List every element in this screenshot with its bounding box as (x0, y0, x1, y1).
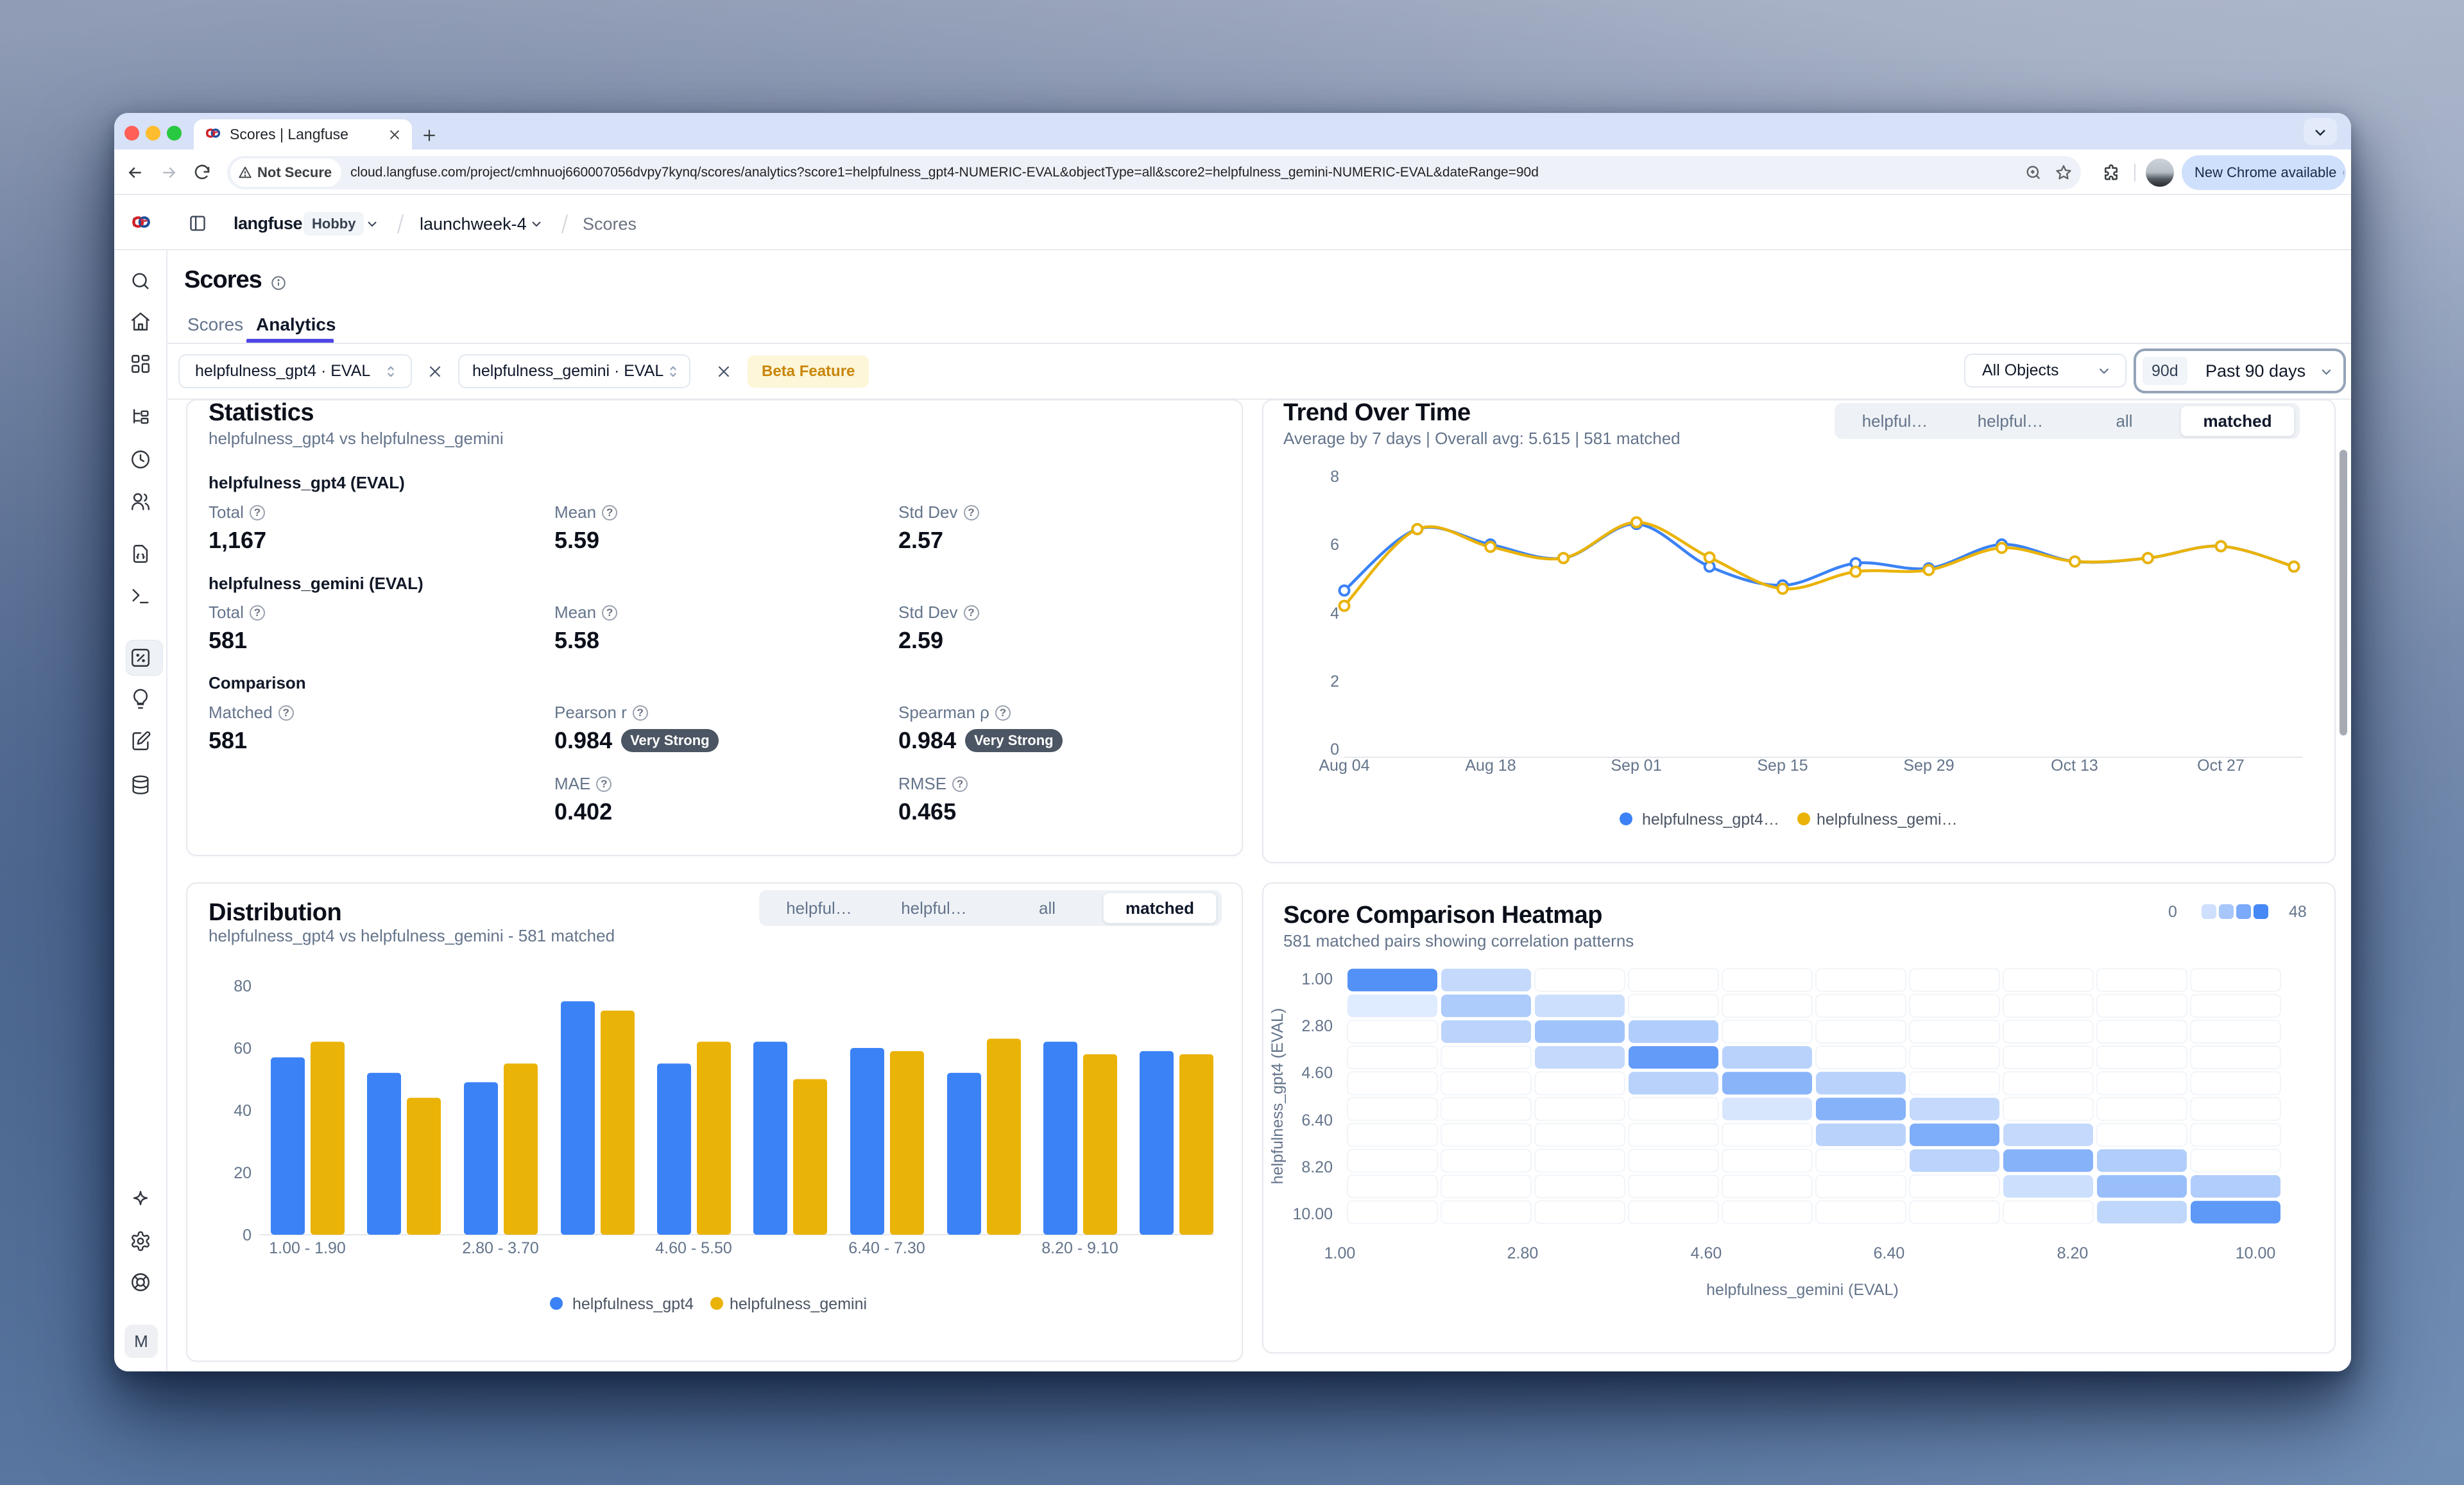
svg-text:48: 48 (2289, 903, 2307, 921)
svg-text:Sep 29: Sep 29 (1903, 757, 1954, 775)
svg-text:8.20 - 9.10: 8.20 - 9.10 (1041, 1239, 1118, 1257)
svg-text:helpfulness_gemini (EVAL): helpfulness_gemini (EVAL) (1706, 1281, 1899, 1299)
svg-text:1.00 - 1.90: 1.00 - 1.90 (269, 1239, 346, 1257)
svg-text:6: 6 (1330, 536, 1339, 554)
svg-text:Aug 04: Aug 04 (1319, 757, 1369, 775)
svg-text:8.20: 8.20 (1301, 1158, 1333, 1176)
svg-text:1.00: 1.00 (1301, 970, 1333, 988)
svg-text:helpfulness_gemi…: helpfulness_gemi… (1817, 811, 1958, 828)
svg-text:Aug 18: Aug 18 (1465, 757, 1516, 775)
svg-text:0: 0 (243, 1226, 252, 1244)
svg-text:Oct 13: Oct 13 (2051, 757, 2098, 775)
svg-text:2.80: 2.80 (1507, 1244, 1539, 1262)
svg-text:0: 0 (1330, 741, 1339, 759)
svg-text:60: 60 (234, 1040, 252, 1058)
svg-text:4.60 - 5.50: 4.60 - 5.50 (655, 1239, 732, 1257)
svg-text:6.40: 6.40 (1874, 1244, 1905, 1262)
svg-text:2.80: 2.80 (1301, 1017, 1333, 1035)
svg-text:helpfulness_gpt4 (EVAL): helpfulness_gpt4 (EVAL) (1269, 1008, 1287, 1185)
svg-text:80: 80 (234, 977, 252, 995)
svg-text:20: 20 (234, 1164, 252, 1182)
svg-text:helpfulness_gpt4…: helpfulness_gpt4… (1642, 811, 1779, 828)
svg-text:helpfulness_gpt4: helpfulness_gpt4 (572, 1295, 694, 1313)
svg-text:40: 40 (234, 1102, 252, 1120)
svg-text:4.60: 4.60 (1301, 1064, 1333, 1082)
svg-text:8: 8 (1330, 468, 1339, 486)
svg-text:Sep 01: Sep 01 (1611, 757, 1661, 775)
svg-text:1.00: 1.00 (1324, 1244, 1356, 1262)
svg-text:2: 2 (1330, 673, 1339, 691)
svg-text:helpfulness_gemini: helpfulness_gemini (730, 1295, 867, 1313)
svg-text:10.00: 10.00 (2236, 1244, 2276, 1262)
svg-text:Sep 15: Sep 15 (1757, 757, 1808, 775)
svg-text:10.00: 10.00 (1292, 1205, 1333, 1223)
svg-text:8.20: 8.20 (2057, 1244, 2089, 1262)
svg-text:4.60: 4.60 (1691, 1244, 1722, 1262)
svg-text:6.40: 6.40 (1301, 1112, 1333, 1129)
svg-text:Oct 27: Oct 27 (2197, 757, 2245, 775)
svg-text:0: 0 (2168, 903, 2177, 921)
svg-text:6.40 - 7.30: 6.40 - 7.30 (848, 1239, 925, 1257)
svg-text:2.80 - 3.70: 2.80 - 3.70 (462, 1239, 539, 1257)
svg-text:4: 4 (1330, 605, 1339, 622)
